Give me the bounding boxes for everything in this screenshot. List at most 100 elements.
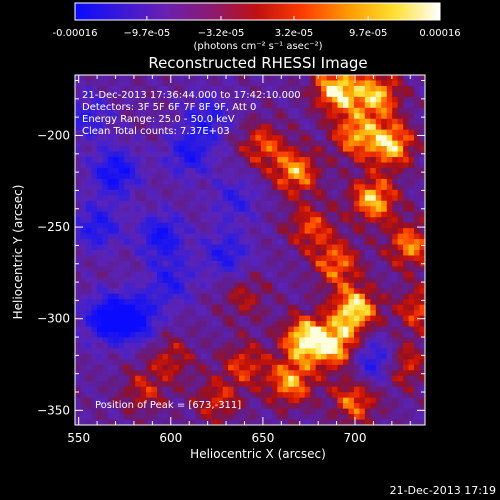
heatmap-cell bbox=[381, 277, 388, 284]
heatmap-cell bbox=[277, 310, 284, 317]
heatmap-cell bbox=[397, 129, 404, 136]
heatmap-cell bbox=[178, 178, 185, 185]
heatmap-cell bbox=[244, 140, 251, 147]
heatmap-cell bbox=[146, 151, 152, 158]
heatmap-cell bbox=[326, 135, 333, 142]
heatmap-cell bbox=[386, 184, 393, 191]
heatmap-cell bbox=[222, 375, 229, 382]
heatmap-cell bbox=[118, 370, 125, 377]
heatmap-cell bbox=[107, 228, 114, 234]
heatmap-cell bbox=[129, 293, 136, 300]
heatmap-cell bbox=[321, 173, 327, 180]
heatmap-cell bbox=[102, 157, 109, 163]
heatmap-cell bbox=[233, 195, 240, 202]
heatmap-cell bbox=[118, 381, 125, 388]
heatmap-cell bbox=[271, 364, 278, 371]
heatmap-cell bbox=[239, 135, 245, 142]
heatmap-cell bbox=[157, 414, 163, 420]
heatmap-cell bbox=[129, 310, 136, 317]
heatmap-cell bbox=[135, 315, 142, 322]
heatmap-cell bbox=[195, 315, 202, 322]
heatmap-cell bbox=[200, 370, 207, 377]
heatmap-cell bbox=[386, 200, 393, 207]
heatmap-cell bbox=[326, 353, 333, 360]
heatmap-cell bbox=[392, 206, 399, 213]
heatmap-cell bbox=[321, 282, 327, 289]
heatmap-cell bbox=[80, 250, 87, 256]
heatmap-cell bbox=[91, 381, 98, 388]
heatmap-cell bbox=[348, 332, 355, 338]
heatmap-cell bbox=[184, 129, 191, 136]
heatmap-cell bbox=[255, 348, 262, 355]
heatmap-cell bbox=[135, 211, 142, 218]
heatmap-cell bbox=[337, 326, 344, 333]
heatmap-cell bbox=[392, 288, 399, 295]
heatmap-cell bbox=[135, 364, 142, 371]
heatmap-cell bbox=[195, 250, 202, 256]
heatmap-cell bbox=[233, 129, 240, 136]
heatmap-cell bbox=[408, 282, 415, 289]
heatmap-cell bbox=[359, 173, 366, 180]
heatmap-cell bbox=[233, 233, 240, 240]
heatmap-cell bbox=[80, 200, 87, 207]
heatmap-cell bbox=[414, 414, 420, 420]
heatmap-cell bbox=[173, 293, 180, 300]
heatmap-cell bbox=[250, 255, 256, 262]
heatmap-cell bbox=[353, 178, 360, 185]
heatmap-cell bbox=[321, 239, 327, 245]
heatmap-cell bbox=[288, 178, 295, 185]
heatmap-cell bbox=[146, 135, 152, 142]
heatmap-cell bbox=[75, 353, 81, 360]
heatmap-cell bbox=[310, 255, 317, 262]
heatmap-cell bbox=[381, 75, 388, 81]
heatmap-cell bbox=[315, 233, 322, 240]
heatmap-cell bbox=[200, 260, 207, 267]
heatmap-cell bbox=[244, 222, 251, 229]
heatmap-cell bbox=[107, 233, 114, 240]
heatmap-cell bbox=[189, 310, 196, 317]
heatmap-cell bbox=[189, 195, 196, 202]
heatmap-cell bbox=[135, 260, 142, 267]
heatmap-cell bbox=[260, 321, 267, 327]
heatmap-cell bbox=[370, 353, 377, 360]
heatmap-cell bbox=[222, 151, 229, 158]
heatmap-cell bbox=[233, 228, 240, 234]
heatmap-cell bbox=[321, 342, 327, 349]
heatmap-cell bbox=[222, 184, 229, 191]
heatmap-cell bbox=[288, 124, 295, 131]
heatmap-cell bbox=[107, 189, 114, 196]
heatmap-cell bbox=[408, 140, 415, 147]
heatmap-cell bbox=[359, 75, 366, 81]
heatmap-cell bbox=[304, 337, 311, 344]
heatmap-cell bbox=[233, 96, 240, 103]
heatmap-cell bbox=[217, 140, 224, 147]
heatmap-cell bbox=[342, 321, 349, 327]
heatmap-cell bbox=[271, 315, 278, 322]
heatmap-cell bbox=[364, 359, 371, 366]
heatmap-cell bbox=[288, 392, 295, 399]
heatmap-cell bbox=[146, 386, 152, 393]
heatmap-cell bbox=[189, 299, 196, 306]
heatmap-cell bbox=[107, 75, 114, 81]
heatmap-cell bbox=[310, 91, 317, 98]
heatmap-cell bbox=[233, 342, 240, 349]
heatmap-cell bbox=[102, 173, 109, 180]
heatmap-cell bbox=[200, 239, 207, 245]
heatmap-cell bbox=[348, 271, 355, 278]
heatmap-cell bbox=[397, 342, 404, 349]
heatmap-cell bbox=[118, 228, 125, 234]
heatmap-cell bbox=[403, 239, 409, 245]
heatmap-cell bbox=[288, 386, 295, 393]
heatmap-cell bbox=[233, 250, 240, 256]
heatmap-cell bbox=[91, 75, 98, 81]
heatmap-cell bbox=[217, 195, 224, 202]
heatmap-cell bbox=[217, 217, 224, 224]
footer-timestamp: 21-Dec-2013 17:19 bbox=[390, 484, 496, 497]
heatmap-cell bbox=[173, 200, 180, 207]
heatmap-cell bbox=[315, 239, 322, 245]
heatmap-cell bbox=[244, 162, 251, 169]
heatmap-cell bbox=[173, 228, 180, 234]
heatmap-cell bbox=[271, 282, 278, 289]
heatmap-cell bbox=[255, 250, 262, 256]
heatmap-cell bbox=[189, 353, 196, 360]
